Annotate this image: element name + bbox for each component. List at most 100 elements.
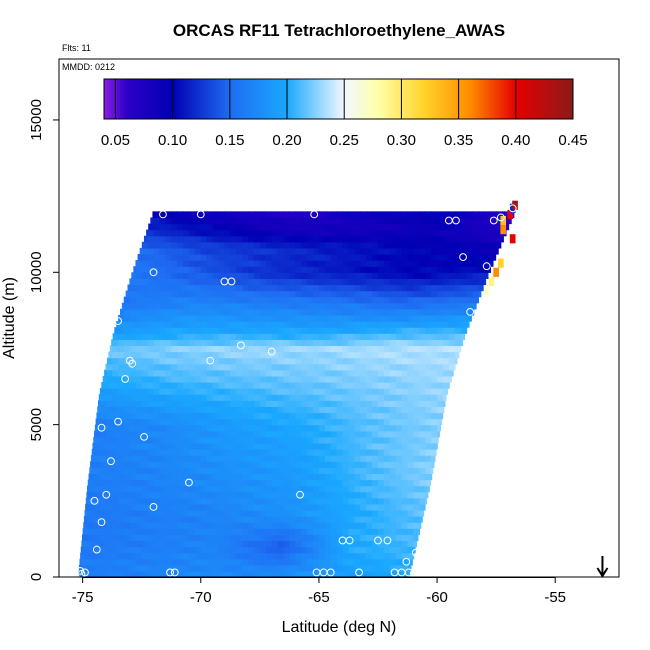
heatmap-cell: [342, 321, 350, 328]
heatmap-cell: [437, 266, 444, 273]
heatmap-cell: [188, 509, 196, 517]
heatmap-cell: [413, 388, 420, 395]
heatmap-cell: [289, 351, 296, 359]
heatmap-cell: [271, 449, 279, 456]
heatmap-cell: [212, 290, 220, 298]
heatmap-cell: [354, 229, 361, 237]
heatmap-cell: [301, 229, 308, 237]
heatmap-cell: [212, 217, 220, 225]
heatmap-cell: [129, 412, 137, 420]
heatmap-cell: [289, 314, 296, 322]
sample-marker: [149, 268, 158, 277]
heatmap-cell: [200, 327, 208, 334]
heatmap-cell: [324, 284, 332, 292]
heatmap-cell: [419, 327, 426, 334]
heatmap-cell: [431, 345, 438, 353]
heatmap-cell: [177, 424, 184, 432]
heatmap-cell: [141, 570, 149, 578]
heatmap-cell: [224, 491, 231, 499]
heatmap-cell: [295, 369, 302, 377]
heatmap-cell: [313, 308, 320, 316]
heatmap-cell: [177, 333, 184, 340]
sample-marker: [97, 518, 106, 527]
heatmap-cell: [100, 436, 107, 444]
heatmap-cell: [206, 314, 214, 322]
heatmap-cell: [448, 314, 456, 322]
heatmap-cell: [253, 400, 261, 407]
heatmap-cell: [171, 345, 178, 353]
heatmap-cell: [348, 467, 355, 474]
heatmap-cell: [253, 412, 261, 420]
heatmap-cell: [242, 528, 249, 535]
heatmap-cell: [230, 327, 237, 334]
heatmap-cell: [478, 235, 485, 243]
heatmap-cell: [407, 449, 415, 456]
heatmap-cell: [212, 363, 220, 371]
heatmap-cell: [360, 211, 367, 219]
heatmap-cell: [307, 436, 314, 444]
heatmap-cell: [360, 363, 367, 371]
heatmap-cell: [259, 327, 267, 334]
heatmap-cell: [218, 418, 225, 426]
heatmap-cell: [129, 333, 137, 340]
heatmap-cell: [236, 321, 243, 328]
heatmap-cell: [153, 558, 161, 566]
heatmap-cell: [419, 491, 426, 499]
sample-marker: [326, 568, 335, 577]
heatmap-cell: [472, 260, 480, 267]
heatmap-cell: [348, 436, 355, 444]
heatmap-cell: [135, 479, 143, 487]
heatmap-cell: [248, 302, 255, 310]
heatmap-cell: [236, 381, 243, 389]
heatmap-cell: [183, 467, 190, 474]
heatmap-cell: [159, 308, 166, 316]
heatmap-cell: [177, 388, 184, 395]
heatmap-cell: [401, 333, 409, 340]
heatmap-cell: [307, 449, 314, 456]
heatmap-cell: [206, 430, 214, 438]
heatmap-cell: [425, 278, 432, 286]
heatmap-cell: [372, 467, 379, 474]
heatmap-cell: [218, 388, 225, 395]
heatmap-cell: [177, 247, 184, 255]
heatmap-cell: [336, 558, 344, 566]
heatmap-cell: [88, 503, 96, 511]
heatmap-cell: [324, 558, 332, 566]
heatmap-cell: [129, 564, 137, 572]
heatmap-cell: [212, 357, 220, 365]
heatmap-cell: [224, 394, 231, 401]
heatmap-cell: [224, 266, 231, 273]
heatmap-cell: [82, 546, 90, 554]
heatmap-cell: [425, 449, 432, 456]
heatmap-cell: [377, 327, 385, 334]
heatmap-cell: [372, 247, 379, 255]
heatmap-cell: [177, 412, 184, 420]
heatmap-cell: [366, 363, 373, 371]
heatmap-cell: [448, 357, 456, 365]
heatmap-cell: [200, 308, 208, 316]
heatmap-cell: [330, 479, 338, 487]
heatmap-cell: [289, 540, 296, 548]
heatmap-cell: [425, 412, 432, 420]
heatmap-cell: [490, 254, 497, 261]
heatmap-cell: [112, 455, 119, 462]
heatmap-cell: [448, 321, 456, 328]
heatmap-cell: [466, 260, 474, 267]
heatmap-cell: [289, 266, 296, 273]
heatmap-cell: [318, 497, 326, 505]
heatmap-cell: [259, 272, 267, 279]
heatmap-cell: [307, 321, 314, 328]
heatmap-cell: [389, 284, 397, 292]
heatmap-cell: [171, 235, 178, 243]
heatmap-cell: [147, 247, 155, 255]
heatmap-cell: [277, 394, 285, 401]
heatmap-cell: [236, 357, 243, 365]
heatmap-cell: [200, 442, 208, 450]
heatmap-cell: [230, 491, 237, 499]
heatmap-cell: [413, 503, 420, 511]
heatmap-cell: [354, 369, 361, 377]
heatmap-cell: [153, 473, 161, 481]
heatmap-cell: [348, 375, 355, 383]
heatmap-cell: [253, 339, 261, 347]
heatmap-cell: [354, 308, 361, 316]
